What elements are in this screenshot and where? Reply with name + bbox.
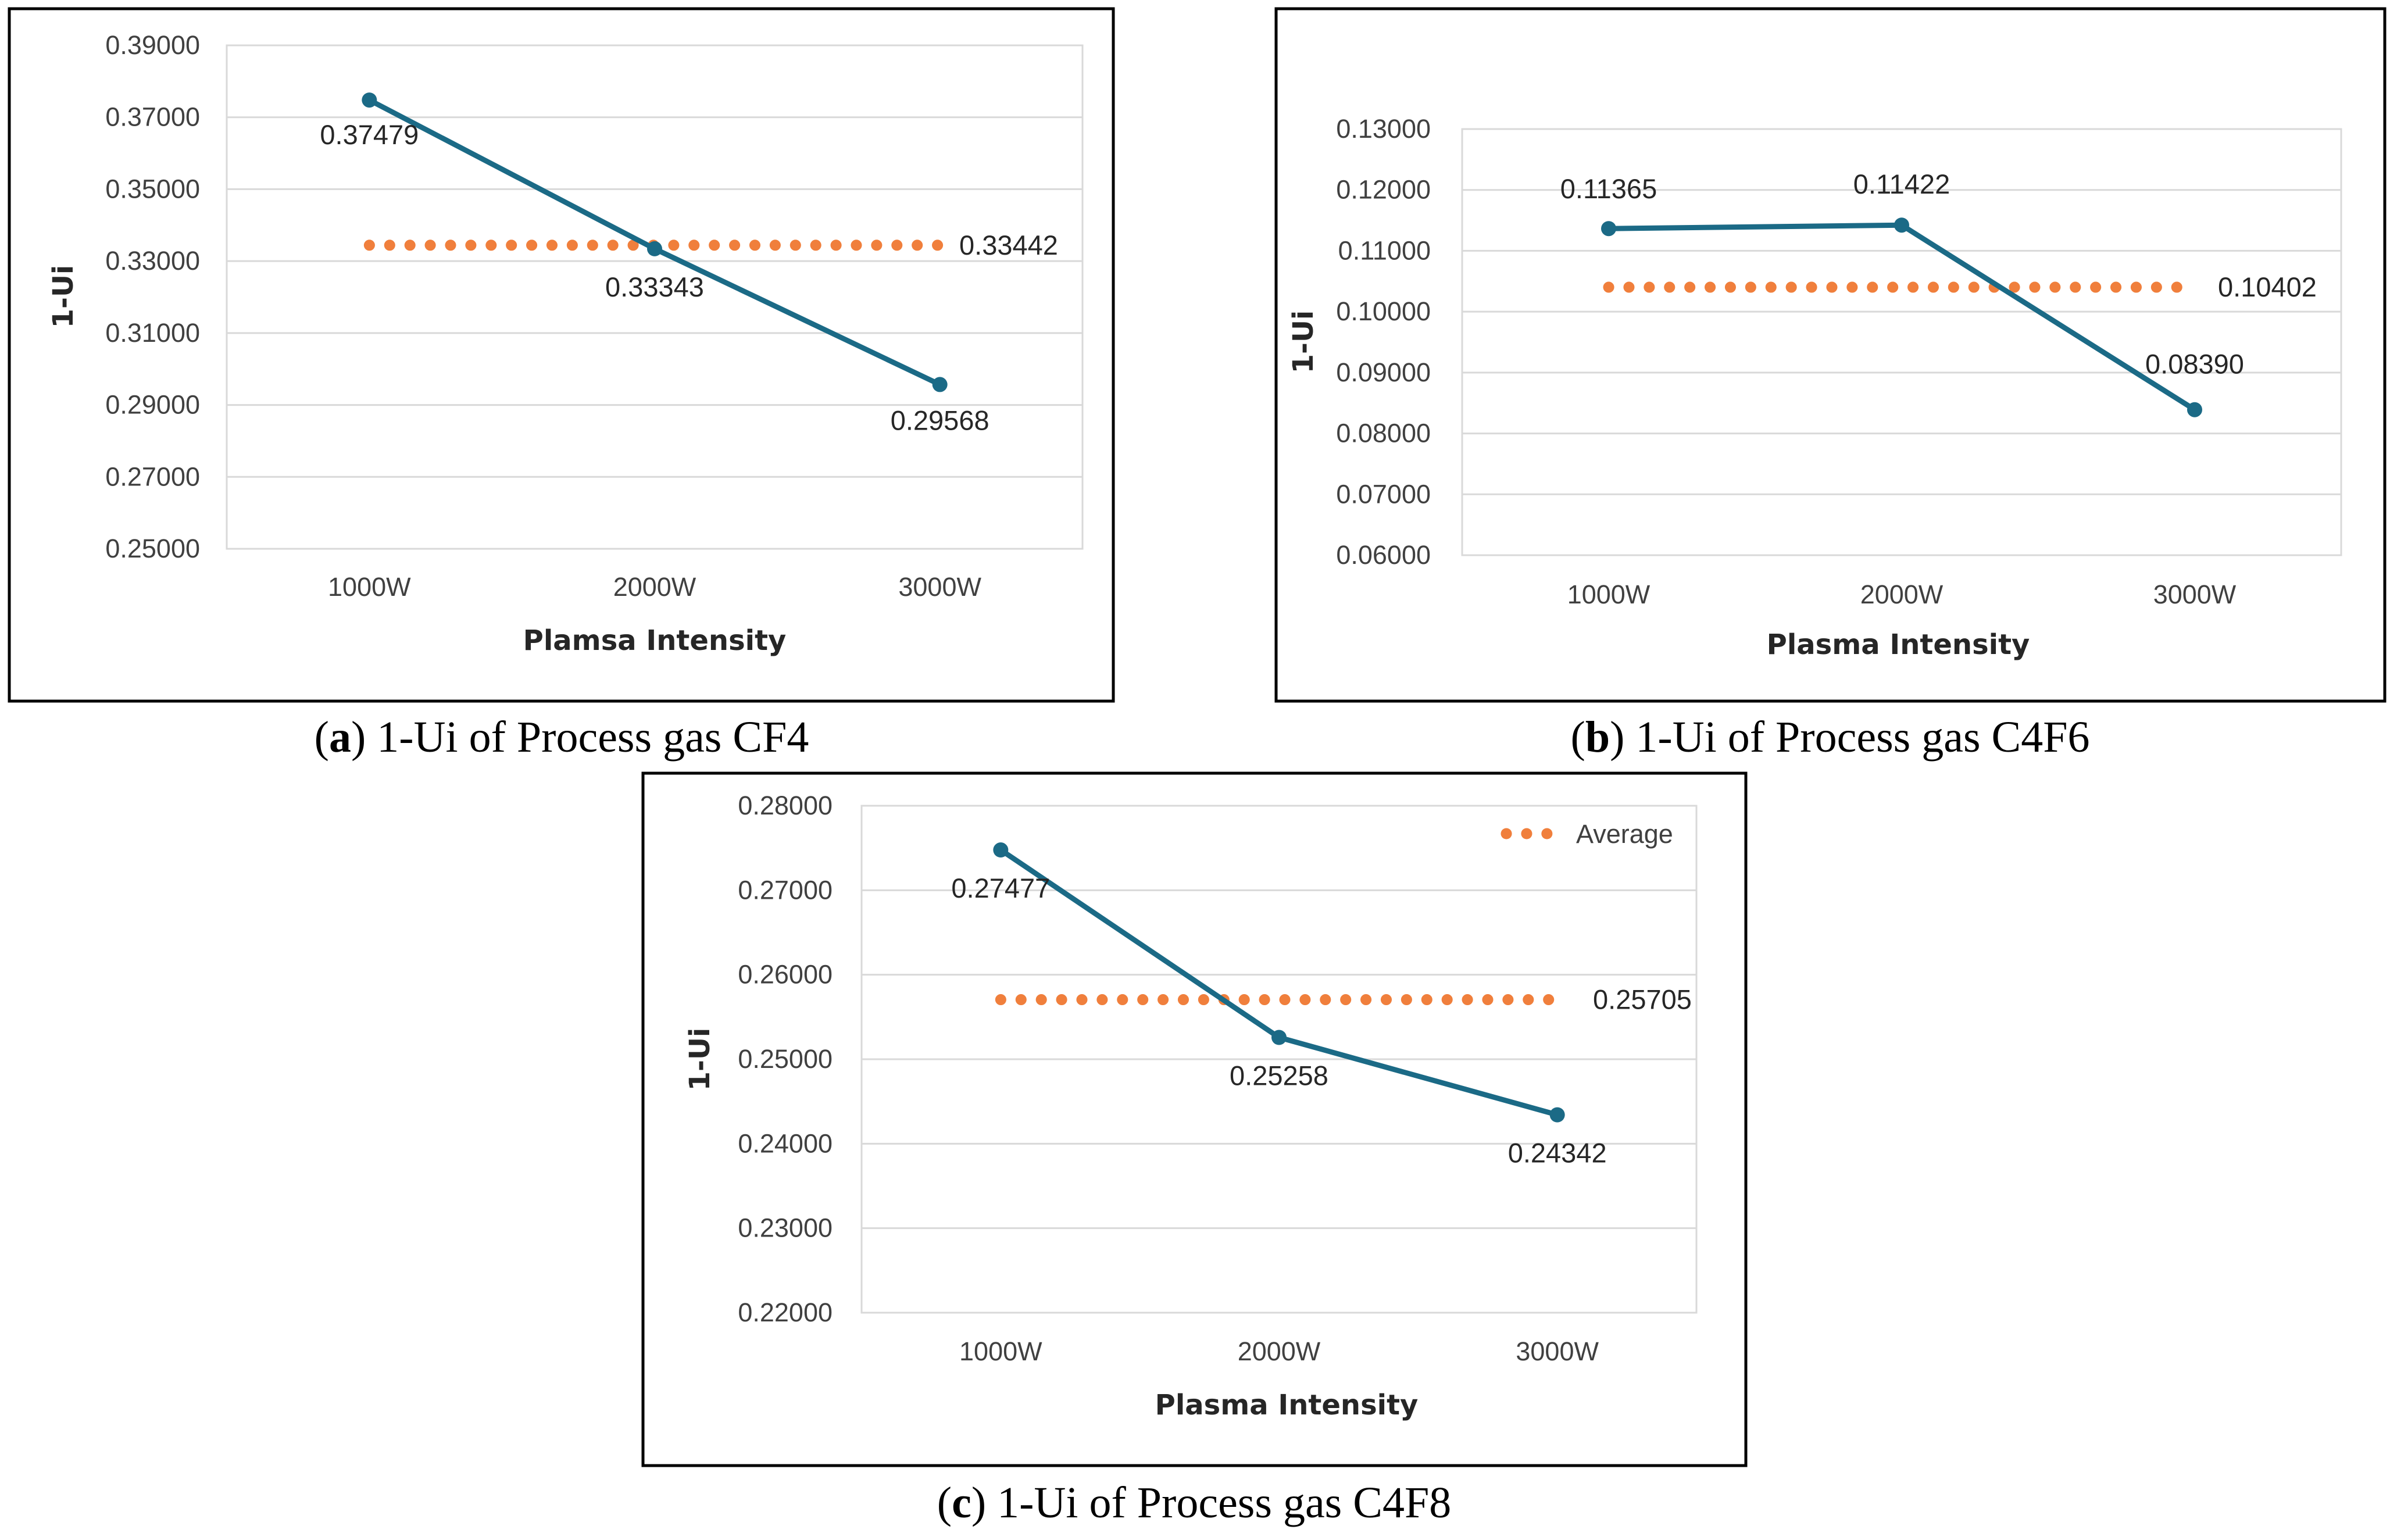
x-tick-label: 3000W [898, 572, 981, 602]
y-tick-label: 0.29000 [105, 390, 200, 420]
panel-c-frame [641, 771, 1748, 1467]
y-tick-label: 0.28000 [738, 791, 833, 820]
y-tick-label: 0.09000 [1336, 358, 1431, 387]
caption-a-letter: a [329, 713, 351, 762]
panel-b: 0.06000 0.07000 0.08000 0.09000 0.10000 0.110… [1274, 7, 2387, 762]
x-tick-label: 1000W [959, 1337, 1042, 1366]
y-tick-label: 0.37000 [105, 102, 200, 132]
x-tick-label: 1000W [328, 572, 411, 602]
y-tick-label: 0.39000 [105, 30, 200, 60]
data-label: 0.11365 [1560, 173, 1657, 204]
data-label: 0.33343 [605, 271, 704, 302]
x-tick-label: 1000W [1567, 580, 1651, 609]
plot-area [226, 44, 1084, 550]
y-tick-label: 0.25000 [105, 534, 200, 563]
y-tick-label: 0.25000 [738, 1044, 833, 1074]
x-axis-title: Plasma Intensity [1155, 1389, 1419, 1421]
data-label: 0.24342 [1508, 1138, 1607, 1169]
data-label: 0.08390 [2145, 349, 2244, 380]
panel-c: 0.22000 0.23000 0.24000 0.25000 0.26000 0.270… [641, 771, 1748, 1527]
y-tick-label: 0.26000 [738, 960, 833, 989]
caption-c-letter: c [952, 1478, 971, 1527]
caption-b-letter: b [1585, 713, 1610, 762]
average-value-label: 0.10402 [2218, 271, 2317, 302]
data-label: 0.11422 [1853, 169, 1950, 199]
data-label: 0.37479 [320, 119, 419, 150]
y-axis-title: 1-Ui [684, 1028, 716, 1091]
data-point [932, 377, 948, 392]
x-axis-title: Plamsa Intensity [523, 624, 787, 657]
average-value-label: 0.33442 [959, 230, 1058, 260]
average-value-label: 0.25705 [1593, 984, 1692, 1015]
data-point [2187, 402, 2202, 417]
y-tick-label: 0.11000 [1338, 235, 1431, 265]
data-point [993, 842, 1009, 858]
y-tick-label: 0.10000 [1336, 296, 1431, 326]
y-tick-label: 0.33000 [105, 246, 200, 276]
plot-area [860, 805, 1698, 1314]
x-tick-label: 2000W [1860, 580, 1944, 609]
chart-a: 0.25000 0.27000 0.29000 0.31000 0.33000 0.350… [47, 30, 1084, 657]
x-tick-label: 3000W [1516, 1337, 1599, 1366]
y-axis-title: 1-Ui [1287, 310, 1320, 374]
y-tick-label: 0.07000 [1336, 479, 1431, 509]
legend-label-average: Average [1576, 819, 1673, 849]
y-tick-label: 0.22000 [738, 1298, 833, 1327]
caption-c-text: 1-Ui of Process gas C4F8 [997, 1478, 1451, 1527]
y-tick-label: 0.24000 [738, 1128, 833, 1158]
data-point [1271, 1030, 1287, 1045]
caption-b: (b) 1-Ui of Process gas C4F6 [1571, 713, 2090, 762]
y-tick-label: 0.23000 [738, 1213, 833, 1243]
data-point [1549, 1107, 1565, 1123]
chart-c: 0.22000 0.23000 0.24000 0.25000 0.26000 0.270… [684, 791, 1698, 1421]
data-label: 0.29568 [891, 405, 989, 435]
caption-c: (c) 1-Ui of Process gas C4F8 [937, 1478, 1451, 1527]
y-tick-label: 0.08000 [1336, 419, 1431, 448]
y-tick-label: 0.35000 [105, 174, 200, 203]
panel-b-frame [1274, 7, 2387, 703]
x-axis-title: Plasma Intensity [1767, 628, 2030, 661]
panel-a-frame [8, 7, 1115, 703]
y-tick-label: 0.13000 [1336, 114, 1431, 144]
caption-a-text: 1-Ui of Process gas CF4 [377, 713, 809, 762]
y-tick-label: 0.31000 [105, 318, 200, 348]
data-point [647, 241, 662, 256]
y-tick-label: 0.06000 [1336, 540, 1431, 570]
x-tick-label: 3000W [2153, 580, 2237, 609]
x-tick-label: 2000W [1238, 1337, 1321, 1366]
data-point [362, 92, 377, 108]
x-tick-label: 2000W [613, 572, 696, 602]
y-tick-label: 0.27000 [738, 875, 833, 905]
y-axis-title: 1-Ui [47, 265, 80, 328]
data-point [1894, 217, 1909, 233]
data-label: 0.25258 [1230, 1060, 1328, 1091]
data-label: 0.27477 [951, 873, 1050, 903]
y-tick-label: 0.27000 [105, 462, 200, 491]
caption-a: (a) 1-Ui of Process gas CF4 [315, 713, 809, 762]
y-tick-label: 0.12000 [1336, 175, 1431, 205]
caption-b-text: 1-Ui of Process gas C4F6 [1635, 713, 2089, 762]
plot-area [1461, 128, 2342, 556]
panel-a: 0.25000 0.27000 0.29000 0.31000 0.33000 0.350… [8, 7, 1115, 762]
chart-b: 0.06000 0.07000 0.08000 0.09000 0.10000 0.110… [1287, 114, 2342, 661]
data-point [1601, 221, 1616, 237]
